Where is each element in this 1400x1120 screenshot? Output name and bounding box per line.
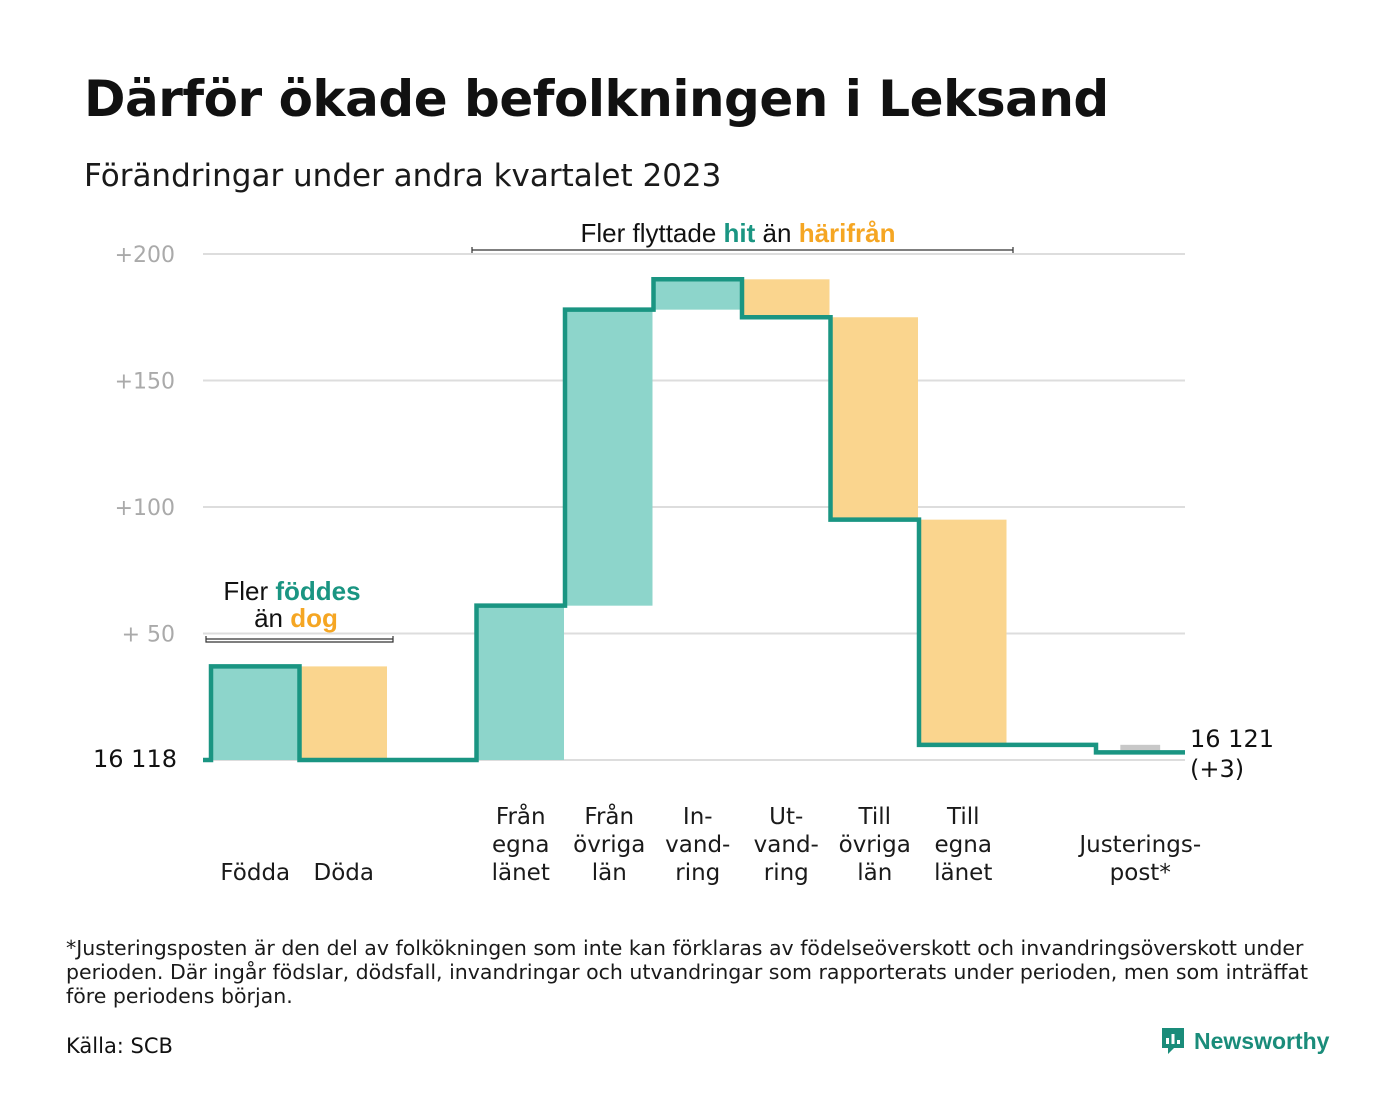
bar (1120, 744, 1161, 753)
newsworthy-logo: Newsworthy (1160, 1026, 1329, 1056)
births-annotation-line2: än dog (254, 603, 338, 633)
logo-text: Newsworthy (1194, 1027, 1330, 1054)
migration-annotation: Fler flyttade hit än härifrån (580, 218, 895, 248)
end-change-label: (+3) (1190, 755, 1244, 783)
footnote: *Justeringsposten är den del av folkökni… (66, 936, 1309, 1008)
category-label: egna (935, 832, 992, 858)
end-value-label: 16 121 (1190, 725, 1274, 753)
bar (742, 279, 830, 318)
start-value-label: 16 118 (93, 745, 177, 773)
category-label: länet (492, 860, 550, 886)
category-label: övriga (573, 832, 645, 858)
bar (919, 519, 1007, 745)
category-label: ring (764, 860, 809, 886)
category-label: Döda (314, 860, 374, 886)
bar (830, 317, 918, 520)
category-label: Till (946, 804, 980, 830)
category-label: Till (857, 804, 891, 830)
category-label: Födda (220, 860, 290, 886)
bar (476, 605, 564, 760)
category-label: län (857, 860, 892, 886)
category-label: vand- (665, 832, 730, 858)
category-label: In- (683, 804, 713, 830)
cumulative-step-line (203, 277, 1185, 763)
category-label: övriga (839, 832, 911, 858)
category-label: post* (1110, 860, 1171, 886)
newsworthy-logo-icon (1162, 1028, 1184, 1054)
source-label: Källa: SCB (66, 1034, 173, 1058)
bar (299, 666, 387, 760)
y-tick-label: +200 (115, 243, 175, 268)
y-tick-label: +100 (115, 496, 175, 521)
y-tick-label: + 50 (122, 623, 175, 648)
category-label: Från (496, 802, 546, 830)
chart-subtitle: Förändringar under andra kvartalet 2023 (84, 158, 722, 194)
bar (211, 666, 299, 760)
bar (565, 309, 653, 606)
chart-title: Därför ökade befolkningen i Leksand (84, 70, 1109, 128)
category-label: Ut- (769, 804, 803, 830)
migration-bracket (471, 247, 1014, 253)
bar (653, 279, 741, 310)
births-bracket (205, 636, 394, 643)
category-label: län (592, 860, 627, 886)
category-label: vand- (754, 832, 819, 858)
category-label: Från (584, 802, 634, 830)
category-label: egna (492, 832, 549, 858)
y-tick-label: +150 (115, 370, 175, 395)
category-label: Justerings- (1077, 832, 1201, 858)
category-label: länet (934, 860, 992, 886)
category-label: ring (675, 860, 720, 886)
births-annotation-line1: Fler föddes (223, 576, 360, 606)
